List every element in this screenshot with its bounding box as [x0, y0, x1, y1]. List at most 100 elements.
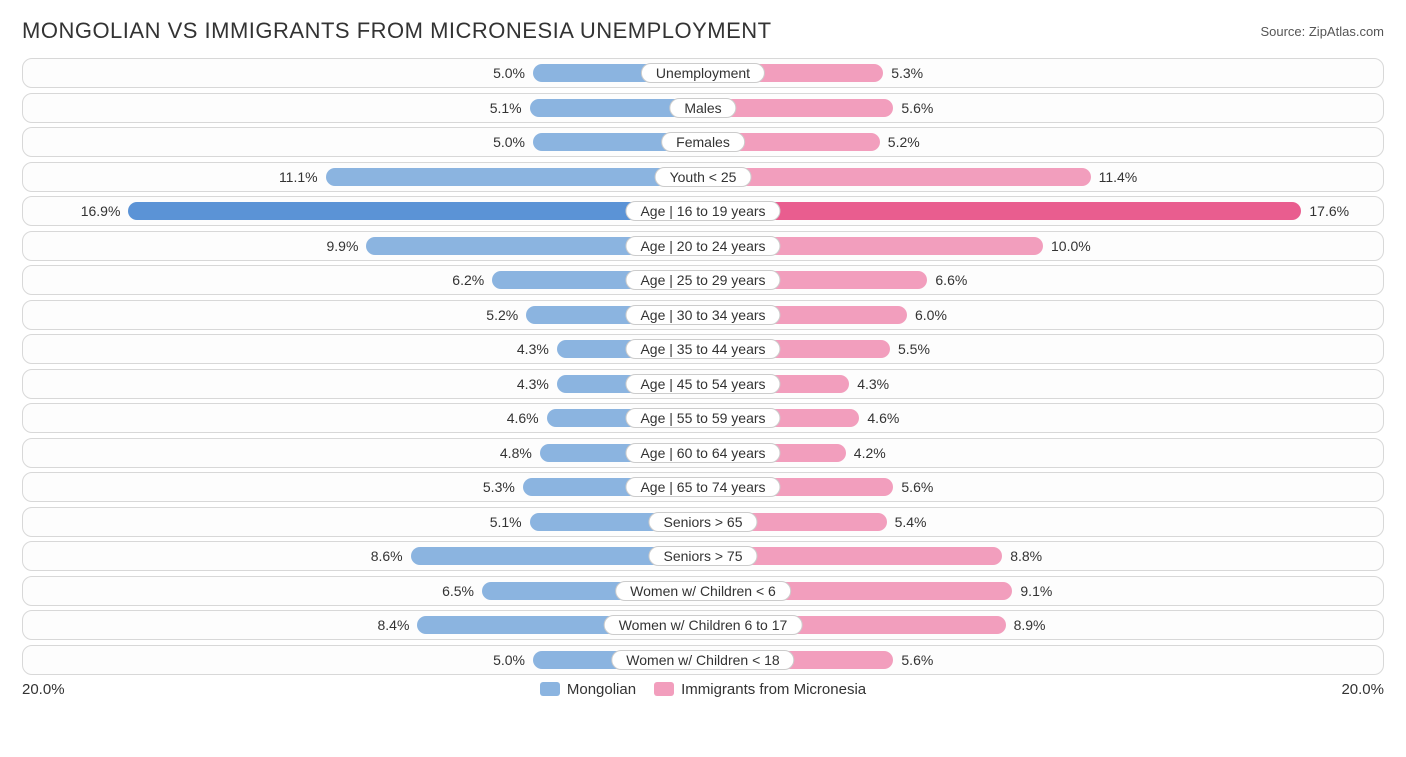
right-value-label: 10.0% — [1043, 238, 1099, 254]
row-left-half: 16.9% — [23, 197, 703, 225]
row-left-half: 5.0% — [23, 59, 703, 87]
category-label: Women w/ Children < 18 — [611, 650, 794, 670]
category-label: Age | 60 to 64 years — [625, 443, 780, 463]
chart-row: 5.0% 5.3% Unemployment — [22, 58, 1384, 88]
row-right-half: 10.0% — [703, 232, 1383, 260]
row-right-half: 5.5% — [703, 335, 1383, 363]
chart-row: 6.2% 6.6%Age | 25 to 29 years — [22, 265, 1384, 295]
chart-row: 8.6% 8.8% Seniors > 75 — [22, 541, 1384, 571]
right-value-label: 5.3% — [883, 65, 931, 81]
row-right-half: 5.6% — [703, 473, 1383, 501]
row-right-half: 8.9% — [703, 611, 1383, 639]
row-left-half: 5.1% — [23, 94, 703, 122]
right-value-label: 17.6% — [1301, 203, 1357, 219]
category-label: Age | 25 to 29 years — [625, 270, 780, 290]
left-value-label: 4.3% — [509, 376, 557, 392]
right-value-label: 4.3% — [849, 376, 897, 392]
right-value-label: 5.6% — [893, 100, 941, 116]
left-value-label: 6.2% — [444, 272, 492, 288]
category-label: Seniors > 65 — [649, 512, 758, 532]
chart-row: 4.3%4.3%Age | 45 to 54 years — [22, 369, 1384, 399]
row-left-half: 4.3% — [23, 335, 703, 363]
row-left-half: 8.4% — [23, 611, 703, 639]
chart-row: 5.1% 5.6% Males — [22, 93, 1384, 123]
right-value-label: 5.5% — [890, 341, 938, 357]
category-label: Females — [661, 132, 745, 152]
left-value-label: 4.6% — [499, 410, 547, 426]
row-right-half: 11.4% — [703, 163, 1383, 191]
chart-row: 6.5% 9.1%Women w/ Children < 6 — [22, 576, 1384, 606]
left-value-label: 9.9% — [318, 238, 366, 254]
left-value-label: 5.1% — [482, 514, 530, 530]
chart-legend: Mongolian Immigrants from Micronesia — [540, 681, 866, 698]
left-value-label: 6.5% — [434, 583, 482, 599]
row-left-half: 11.1% — [23, 163, 703, 191]
chart-row: 5.2%6.0%Age | 30 to 34 years — [22, 300, 1384, 330]
legend-item-right: Immigrants from Micronesia — [654, 681, 866, 698]
diverging-bar-chart: 5.0% 5.3% Unemployment 5.1% 5.6% Males 5.0% 5.2… — [22, 58, 1384, 675]
right-bar — [703, 168, 1091, 186]
chart-row: 4.6%4.6%Age | 55 to 59 years — [22, 403, 1384, 433]
row-left-half: 5.3% — [23, 473, 703, 501]
chart-row: 5.0% 5.2%Females — [22, 127, 1384, 157]
row-left-half: 4.8% — [23, 439, 703, 467]
row-right-half: 5.3% — [703, 59, 1383, 87]
chart-row: 4.3% 5.5% Age | 35 to 44 years — [22, 334, 1384, 364]
left-value-label: 5.2% — [478, 307, 526, 323]
chart-row: 16.9% 17.6% Age | 16 to 19 years — [22, 196, 1384, 226]
right-value-label: 4.6% — [859, 410, 907, 426]
left-value-label: 8.6% — [363, 548, 411, 564]
row-left-half: 5.2% — [23, 301, 703, 329]
row-right-half: 9.1% — [703, 577, 1383, 605]
row-left-half: 5.0% — [23, 646, 703, 674]
right-value-label: 8.8% — [1002, 548, 1050, 564]
row-right-half: 17.6% — [703, 197, 1383, 225]
right-bar — [703, 202, 1301, 220]
chart-row: 5.3%5.6%Age | 65 to 74 years — [22, 472, 1384, 502]
row-right-half: 6.6% — [703, 266, 1383, 294]
chart-row: 5.0% 5.6%Women w/ Children < 18 — [22, 645, 1384, 675]
left-value-label: 5.0% — [485, 134, 533, 150]
left-bar — [128, 202, 703, 220]
row-left-half: 5.0% — [23, 128, 703, 156]
axis-right-max: 20.0% — [1341, 681, 1384, 698]
chart-row: 9.9% 10.0% Age | 20 to 24 years — [22, 231, 1384, 261]
right-value-label: 5.6% — [893, 479, 941, 495]
legend-swatch-left — [540, 682, 560, 696]
category-label: Youth < 25 — [655, 167, 752, 187]
row-left-half: 6.2% — [23, 266, 703, 294]
row-right-half: 5.6% — [703, 646, 1383, 674]
right-value-label: 4.2% — [846, 445, 894, 461]
chart-row: 8.4% 8.9% Women w/ Children 6 to 17 — [22, 610, 1384, 640]
right-value-label: 8.9% — [1006, 617, 1054, 633]
category-label: Males — [669, 98, 736, 118]
category-label: Unemployment — [641, 63, 765, 83]
left-value-label: 11.1% — [271, 169, 326, 185]
row-right-half: 6.0% — [703, 301, 1383, 329]
row-left-half: 6.5% — [23, 577, 703, 605]
category-label: Seniors > 75 — [649, 546, 758, 566]
category-label: Age | 35 to 44 years — [625, 339, 780, 359]
right-value-label: 11.4% — [1091, 169, 1146, 185]
chart-title: MONGOLIAN VS IMMIGRANTS FROM MICRONESIA … — [22, 18, 772, 44]
left-value-label: 5.0% — [485, 652, 533, 668]
legend-label-left: Mongolian — [567, 681, 636, 698]
category-label: Women w/ Children 6 to 17 — [604, 615, 803, 635]
chart-footer: 20.0% Mongolian Immigrants from Micrones… — [22, 681, 1384, 698]
right-value-label: 6.0% — [907, 307, 955, 323]
axis-left-max: 20.0% — [22, 681, 65, 698]
row-right-half: 4.6% — [703, 404, 1383, 432]
row-right-half: 8.8% — [703, 542, 1383, 570]
row-right-half: 4.2% — [703, 439, 1383, 467]
category-label: Age | 20 to 24 years — [625, 236, 780, 256]
row-right-half: 5.2% — [703, 128, 1383, 156]
left-value-label: 5.0% — [485, 65, 533, 81]
left-value-label: 5.1% — [482, 100, 530, 116]
category-label: Age | 16 to 19 years — [625, 201, 780, 221]
row-left-half: 9.9% — [23, 232, 703, 260]
row-left-half: 8.6% — [23, 542, 703, 570]
row-right-half: 4.3% — [703, 370, 1383, 398]
category-label: Women w/ Children < 6 — [615, 581, 791, 601]
legend-label-right: Immigrants from Micronesia — [681, 681, 866, 698]
chart-row: 11.1% 11.4% Youth < 25 — [22, 162, 1384, 192]
